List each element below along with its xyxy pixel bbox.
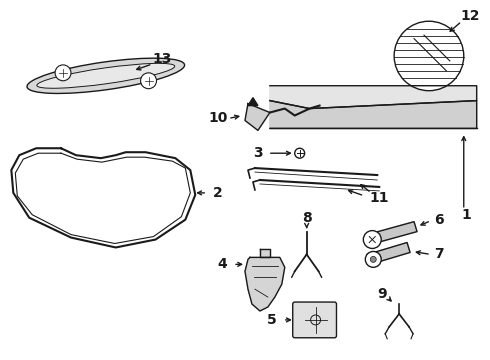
Polygon shape (270, 100, 477, 129)
Circle shape (366, 251, 381, 267)
Text: 7: 7 (434, 247, 444, 261)
Text: 12: 12 (460, 9, 480, 23)
Text: 2: 2 (213, 186, 223, 200)
Polygon shape (245, 104, 270, 130)
Polygon shape (260, 249, 270, 257)
Ellipse shape (27, 58, 185, 94)
Circle shape (394, 21, 464, 91)
Circle shape (363, 231, 381, 248)
Circle shape (370, 256, 376, 262)
Text: 13: 13 (153, 52, 172, 66)
Text: 4: 4 (217, 257, 227, 271)
Circle shape (141, 73, 156, 89)
Ellipse shape (37, 63, 175, 88)
Polygon shape (245, 257, 285, 311)
Text: 6: 6 (434, 213, 444, 227)
Polygon shape (368, 243, 410, 264)
Text: 9: 9 (377, 287, 387, 301)
Polygon shape (368, 222, 417, 244)
Text: 10: 10 (208, 112, 228, 126)
FancyBboxPatch shape (293, 302, 337, 338)
Circle shape (55, 65, 71, 81)
Text: 3: 3 (253, 146, 263, 160)
Polygon shape (270, 86, 477, 109)
Text: 1: 1 (462, 208, 471, 222)
Text: 11: 11 (369, 191, 389, 205)
Polygon shape (248, 98, 258, 105)
Text: 8: 8 (302, 211, 312, 225)
Text: 5: 5 (267, 313, 277, 327)
